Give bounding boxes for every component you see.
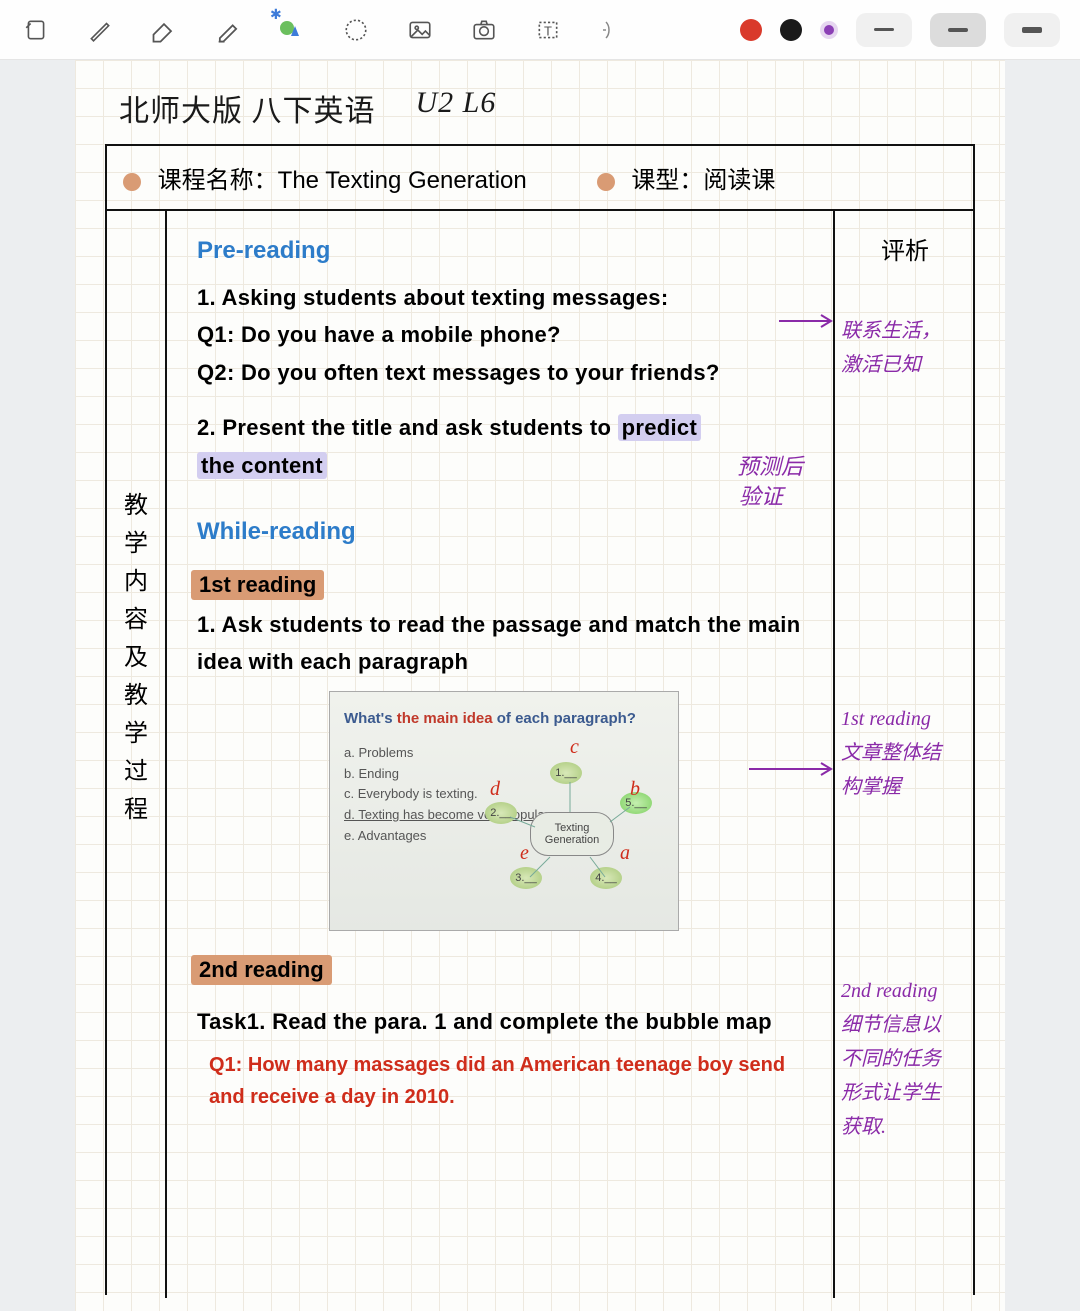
course-name-cell: 课程名称：The Texting Generation [123, 160, 527, 195]
hand-a: a [620, 842, 630, 865]
color-black[interactable] [780, 19, 802, 41]
arrow-1-icon [779, 311, 839, 331]
note-3c: 不同的任务 [841, 1044, 969, 1074]
camera-icon[interactable] [468, 14, 500, 46]
image-icon[interactable] [404, 14, 436, 46]
first-reading-label: 1st reading [191, 570, 324, 600]
notes-column: 评析 联系生活， 激活已知 1st reading 文章整体结 构掌握 2nd … [835, 211, 973, 1298]
embedded-title: What's the main idea of each paragraph? [344, 710, 664, 727]
text-tool-icon[interactable]: T [532, 14, 564, 46]
shapes-icon[interactable]: ✱ [276, 14, 308, 46]
hand-e: e [520, 842, 529, 865]
title-right: U2 L6 [416, 86, 497, 130]
title-left: 北师大版 八下英语 [119, 86, 376, 130]
note-1a: 联系生活， [841, 316, 969, 346]
while-reading-heading: While-reading [197, 518, 811, 546]
top-toolbar: ✱ T [0, 0, 1080, 60]
note-paper: 北师大版 八下英语 U2 L6 课程名称：The Texting Generat… [75, 60, 1005, 1311]
hand-b: b [630, 778, 640, 801]
predict-highlight: predict [618, 414, 701, 441]
second-reading-label: 2nd reading [191, 955, 332, 985]
stroke-medium-button[interactable] [930, 13, 986, 47]
toolbar-right-group [740, 13, 1060, 47]
embedded-slide: What's the main idea of each paragraph? … [329, 691, 679, 931]
eraser-icon[interactable] [148, 14, 180, 46]
highlighter-icon[interactable] [212, 14, 244, 46]
main-grid: 教学内容及教学过程 Pre-reading 1. Asking students… [107, 211, 973, 1298]
lesson-frame: 课程名称：The Texting Generation 课型：阅读课 教学内容及… [105, 144, 975, 1295]
color-red[interactable] [740, 19, 762, 41]
content-highlight: the content [197, 452, 327, 479]
note-2b: 文章整体结 [841, 738, 969, 768]
note-3a: 2nd reading [841, 976, 969, 1006]
note-2a: 1st reading [841, 704, 969, 734]
annotation-predict-1: 预测后 [737, 449, 803, 481]
arrow-2-icon [749, 759, 839, 779]
dot-icon [123, 173, 141, 191]
course-label: 课程名称： [158, 167, 278, 194]
annotation-predict-2: 验证 [739, 479, 783, 511]
note-3b: 细节信息以 [841, 1010, 969, 1040]
task1-line: Task1. Read the para. 1 and complete the… [197, 1009, 811, 1035]
content-column: Pre-reading 1. Asking students about tex… [167, 211, 835, 1298]
handwritten-title: 北师大版 八下英语 U2 L6 [105, 80, 975, 144]
pre-reading-heading: Pre-reading [197, 237, 811, 265]
ruler-icon[interactable] [596, 14, 628, 46]
note-3e: 获取. [841, 1112, 969, 1142]
line-content-hl: the content [197, 447, 811, 484]
color-purple[interactable] [820, 21, 838, 39]
line-q2: Q2: Do you often text messages to your f… [197, 354, 811, 391]
course-type-cell: 课型：阅读课 [597, 160, 776, 195]
course-value: The Texting Generation [278, 167, 527, 194]
note-1b: 激活已知 [841, 350, 969, 380]
toolbar-left-group: ✱ T [20, 14, 708, 46]
type-value: 阅读课 [703, 167, 775, 194]
line-q1: Q1: Do you have a mobile phone? [197, 316, 811, 353]
notes-heading: 评析 [841, 231, 969, 266]
pencil-icon[interactable] [84, 14, 116, 46]
bubble-lines [480, 752, 660, 902]
lasso-icon[interactable] [340, 14, 372, 46]
page-tool-icon[interactable] [20, 14, 52, 46]
first-reading-text: 1. Ask students to read the passage and … [197, 606, 811, 681]
left-label-column: 教学内容及教学过程 [107, 211, 167, 1298]
line-present: 2. Present the title and ask students to… [197, 409, 811, 446]
lesson-header-row: 课程名称：The Texting Generation 课型：阅读课 [107, 146, 973, 211]
stroke-thick-button[interactable] [1004, 13, 1060, 47]
stroke-thin-button[interactable] [856, 13, 912, 47]
hand-c: c [570, 736, 579, 759]
dot-icon [597, 173, 615, 191]
red-question-1: Q1: How many massages did an American te… [197, 1049, 811, 1113]
note-3d: 形式让学生 [841, 1078, 969, 1108]
svg-text:T: T [544, 23, 552, 38]
type-label: 课型： [631, 167, 703, 194]
hand-d: d [490, 778, 500, 801]
page-canvas[interactable]: 北师大版 八下英语 U2 L6 课程名称：The Texting Generat… [0, 60, 1080, 1311]
present-text-a: 2. Present the title and ask students to [197, 415, 618, 440]
line-asking: 1. Asking students about texting message… [197, 279, 811, 316]
note-2c: 构掌握 [841, 772, 969, 802]
